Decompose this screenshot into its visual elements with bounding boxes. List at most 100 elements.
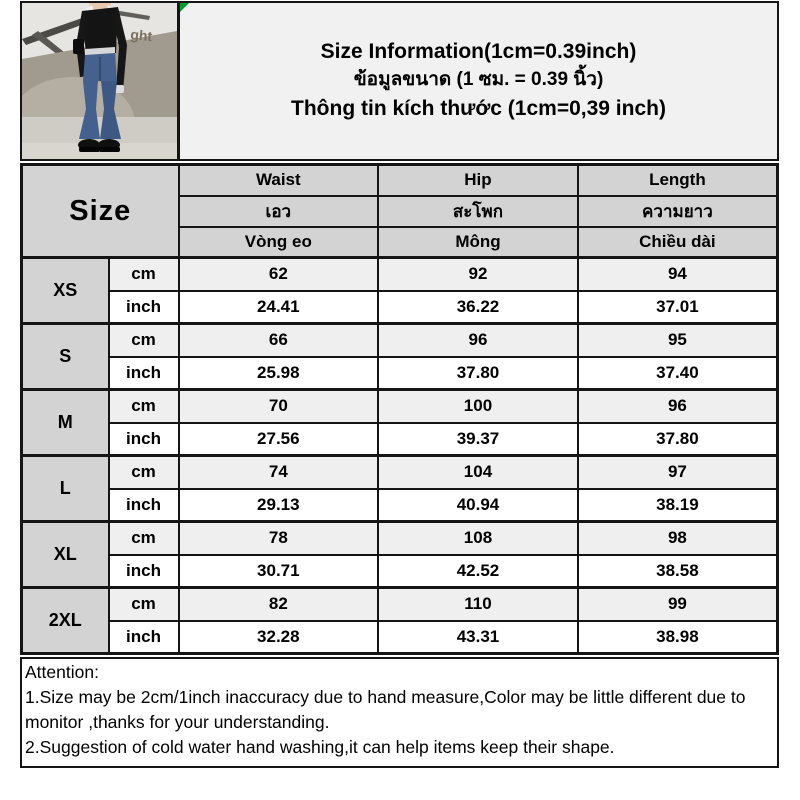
size-table-body: XS cm 62 92 94 inch 24.41 36.22 37.01 S …	[20, 256, 779, 655]
title-english: Size Information(1cm=0.39inch)	[320, 40, 637, 63]
col-header-waist-th: เอว	[177, 194, 380, 228]
jeans-right-leg	[100, 81, 121, 139]
unit-cm: cm	[107, 454, 180, 490]
table-row-m-cm: M cm 70 100 96	[20, 388, 779, 457]
unit-cm: cm	[107, 520, 180, 556]
unit-inch: inch	[107, 355, 180, 391]
table-row-s-inch: inch 25.98 37.80 37.40	[22, 355, 779, 391]
attention-heading: Attention:	[25, 662, 99, 682]
s-hip-cm: 96	[377, 322, 579, 358]
size-table-header: Size Waist Hip Length เอว สะโพก ความยาว …	[20, 163, 779, 259]
m-waist-cm: 70	[177, 388, 380, 424]
s-length-inch: 37.40	[576, 355, 779, 391]
2xl-waist-inch: 32.28	[177, 619, 380, 655]
model-photo-illustration: ght	[22, 3, 177, 159]
col-header-hip-th: สะโพก	[377, 194, 579, 228]
title-vietnamese: Thông tin kích thước (1cm=0,39 inch)	[291, 97, 666, 120]
unit-inch: inch	[107, 289, 180, 325]
xs-waist-inch: 24.41	[177, 289, 380, 325]
m-hip-cm: 100	[377, 388, 579, 424]
handbag-icon	[73, 39, 84, 54]
s-waist-cm: 66	[177, 322, 380, 358]
left-shoe-sole	[79, 147, 100, 152]
xl-hip-inch: 42.52	[377, 553, 579, 589]
size-table: Size Waist Hip Length เอว สะโพก ความยาว …	[20, 163, 779, 655]
jeans-left-leg	[79, 81, 100, 139]
table-row-xl-cm: XL cm 78 108 98	[20, 520, 779, 589]
size-label-l: L	[20, 454, 110, 523]
m-length-inch: 37.80	[576, 421, 779, 457]
m-waist-inch: 27.56	[177, 421, 380, 457]
title-thai: ข้อมูลขนาด (1 ซม. = 0.39 นิ้ว)	[353, 69, 604, 90]
table-row-2xl-cm: 2XL cm 82 110 99	[20, 586, 779, 655]
col-header-waist-en: Waist	[177, 163, 380, 197]
xs-hip-inch: 36.22	[377, 289, 579, 325]
header-row-th: เอว สะโพก ความยาว	[22, 194, 779, 228]
s-length-cm: 95	[576, 322, 779, 358]
attention-note: Attention: 1.Size may be 2cm/1inch inacc…	[20, 657, 779, 768]
table-row-m-inch: inch 27.56 39.37 37.80	[22, 421, 779, 457]
table-row-l-cm: L cm 74 104 97	[20, 454, 779, 523]
unit-cm: cm	[107, 586, 180, 622]
col-header-waist-vi: Vòng eo	[177, 225, 380, 259]
top-section: ght	[20, 1, 779, 161]
attention-line-1: 1.Size may be 2cm/1inch inaccuracy due t…	[25, 687, 746, 732]
col-header-length-th: ความยาว	[576, 194, 779, 228]
xl-length-inch: 38.58	[576, 553, 779, 589]
l-hip-cm: 104	[377, 454, 579, 490]
xs-hip-cm: 92	[377, 256, 579, 292]
size-label-xl: XL	[20, 520, 110, 589]
2xl-waist-cm: 82	[177, 586, 380, 622]
green-corner-marker-icon	[180, 3, 189, 12]
white-cuff	[115, 85, 124, 93]
size-label-xs: XS	[20, 256, 110, 325]
unit-inch: inch	[107, 553, 180, 589]
table-row-s-cm: S cm 66 96 95	[20, 322, 779, 391]
unit-inch: inch	[107, 619, 180, 655]
2xl-length-inch: 38.98	[576, 619, 779, 655]
col-header-length-en: Length	[576, 163, 779, 197]
l-length-cm: 97	[576, 454, 779, 490]
l-hip-inch: 40.94	[377, 487, 579, 523]
s-hip-inch: 37.80	[377, 355, 579, 391]
unit-cm: cm	[107, 256, 180, 292]
attention-line-2: 2.Suggestion of cold water hand washing,…	[25, 737, 615, 757]
2xl-length-cm: 99	[576, 586, 779, 622]
col-header-hip-vi: Mông	[377, 225, 579, 259]
table-row-xs-inch: inch 24.41 36.22 37.01	[22, 289, 779, 325]
size-header: Size	[20, 163, 180, 259]
product-photo: ght	[20, 1, 179, 161]
m-length-cm: 96	[576, 388, 779, 424]
size-label-s: S	[20, 322, 110, 391]
col-header-length-vi: Chiều dài	[576, 225, 779, 259]
unit-inch: inch	[107, 487, 180, 523]
l-length-inch: 38.19	[576, 487, 779, 523]
2xl-hip-cm: 110	[377, 586, 579, 622]
s-waist-inch: 25.98	[177, 355, 380, 391]
unit-inch: inch	[107, 421, 180, 457]
table-row-xs-cm: XS cm 62 92 94	[20, 256, 779, 325]
table-row-l-inch: inch 29.13 40.94 38.19	[22, 487, 779, 523]
size-label-m: M	[20, 388, 110, 457]
xs-length-cm: 94	[576, 256, 779, 292]
col-header-hip-en: Hip	[377, 163, 579, 197]
table-row-2xl-inch: inch 32.28 43.31 38.98	[22, 619, 779, 655]
l-waist-inch: 29.13	[177, 487, 380, 523]
right-shoe-sole	[99, 147, 120, 152]
title-panel: Size Information(1cm=0.39inch) ข้อมูลขนา…	[177, 1, 779, 161]
header-row-vi: Vòng eo Mông Chiều dài	[22, 225, 779, 259]
table-row-xl-inch: inch 30.71 42.52 38.58	[22, 553, 779, 589]
unit-cm: cm	[107, 322, 180, 358]
m-hip-inch: 39.37	[377, 421, 579, 457]
size-label-2xl: 2XL	[20, 586, 110, 655]
xl-hip-cm: 108	[377, 520, 579, 556]
xl-waist-inch: 30.71	[177, 553, 380, 589]
black-crop-top	[82, 7, 118, 55]
xs-waist-cm: 62	[177, 256, 380, 292]
unit-cm: cm	[107, 388, 180, 424]
wall-graffiti-text: ght	[130, 26, 154, 44]
right-arm	[112, 7, 127, 91]
2xl-hip-inch: 43.31	[377, 619, 579, 655]
xl-length-cm: 98	[576, 520, 779, 556]
header-row-en: Size Waist Hip Length	[20, 163, 779, 259]
